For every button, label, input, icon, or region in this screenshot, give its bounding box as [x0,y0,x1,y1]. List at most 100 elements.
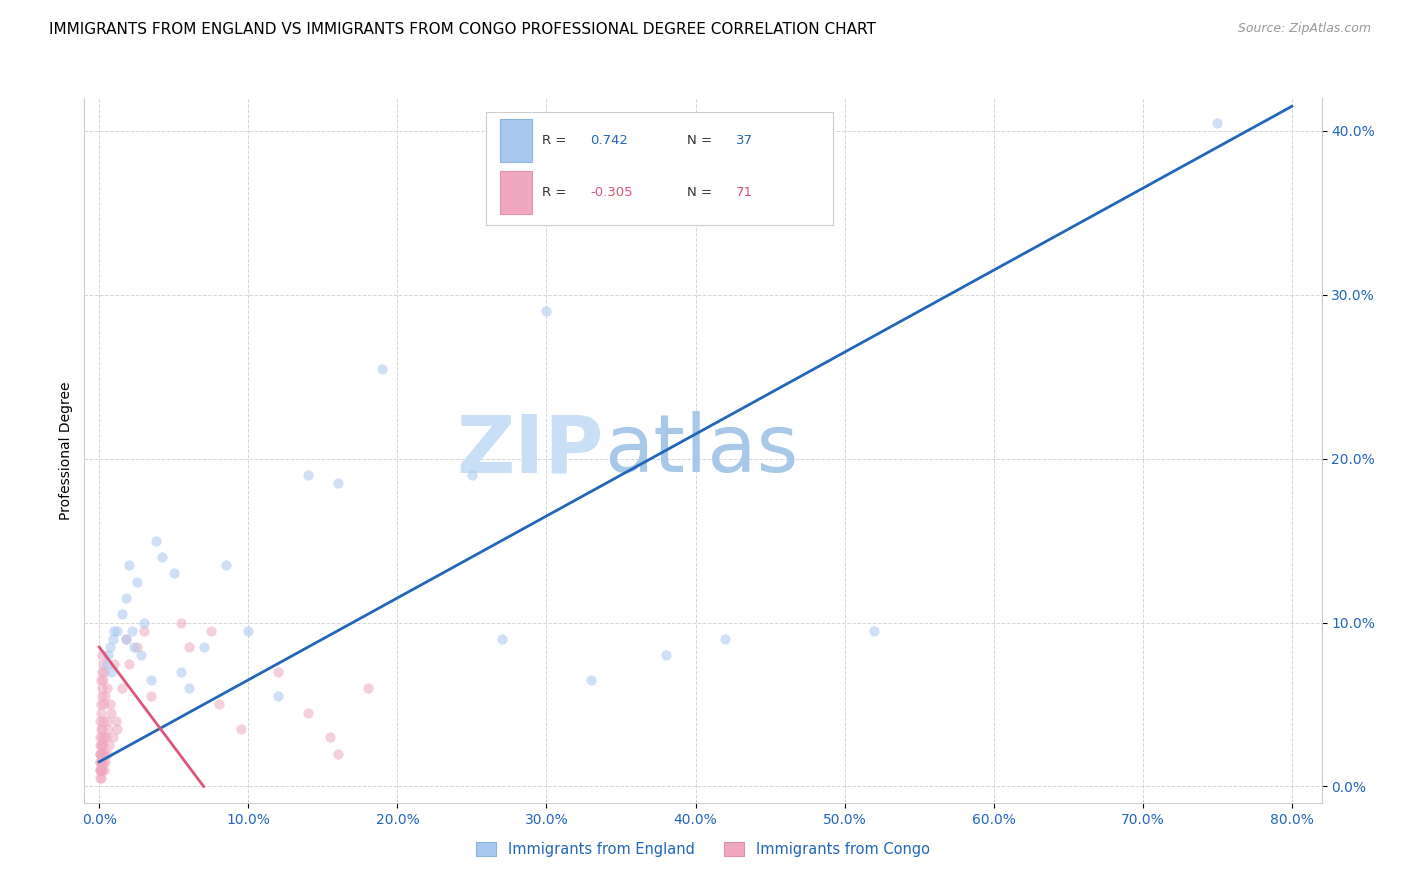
Point [371,361,394,376]
Point [94,755,117,769]
Point [103,624,125,638]
Point [177,640,200,654]
Point [118,657,141,671]
Point [93,739,115,753]
Point [96,657,118,671]
Point [90,763,112,777]
Point [714,632,737,646]
Point [125,640,148,654]
Point [90,771,112,785]
Point [132,615,155,630]
Point [97,739,120,753]
Point [105,722,128,736]
Point [91,755,114,769]
Point [104,714,127,728]
Point [141,673,163,687]
Point [122,640,145,654]
Point [207,698,229,712]
Point [115,632,138,646]
Point [193,640,215,654]
Point [863,624,886,638]
Legend: Immigrants from England, Immigrants from Congo: Immigrants from England, Immigrants from… [470,836,936,863]
Text: atlas: atlas [605,411,799,490]
Point [90,673,112,687]
Point [98,640,121,654]
Point [97,648,120,663]
Point [93,665,115,679]
Point [238,624,260,638]
Point [90,763,112,777]
Point [125,574,148,589]
Point [297,706,319,720]
Point [90,755,112,769]
Point [356,681,378,695]
Point [89,771,111,785]
Point [326,476,349,491]
Point [89,755,111,769]
Point [579,673,602,687]
Point [132,624,155,638]
Point [89,763,111,777]
Point [89,747,111,761]
Point [93,731,115,745]
Point [100,665,122,679]
Point [141,690,163,704]
Point [115,591,138,605]
Point [229,722,252,736]
Point [96,747,118,761]
Point [177,681,200,695]
Point [90,722,112,736]
Text: ZIP: ZIP [457,411,605,490]
Point [89,739,111,753]
Point [89,755,111,769]
Text: Source: ZipAtlas.com: Source: ZipAtlas.com [1237,22,1371,36]
Point [111,681,134,695]
Point [90,706,112,720]
Point [98,698,121,712]
Point [93,763,115,777]
Point [536,304,558,318]
Point [200,624,222,638]
Point [101,632,124,646]
Point [654,648,676,663]
Point [91,657,114,671]
Point [105,624,128,638]
Point [90,665,112,679]
Point [90,690,112,704]
Point [319,731,342,745]
Point [150,549,173,564]
Point [90,747,112,761]
Point [170,665,193,679]
Y-axis label: Professional Degree: Professional Degree [59,381,73,520]
Point [121,624,143,638]
Point [103,657,125,671]
Point [91,722,114,736]
Point [94,731,117,745]
Point [97,722,120,736]
Point [101,731,124,745]
Point [91,648,114,663]
Point [170,615,193,630]
Text: IMMIGRANTS FROM ENGLAND VS IMMIGRANTS FROM CONGO PROFESSIONAL DEGREE CORRELATION: IMMIGRANTS FROM ENGLAND VS IMMIGRANTS FR… [49,22,876,37]
Point [91,763,114,777]
Point [215,558,238,573]
Point [90,731,112,745]
Point [118,558,141,573]
Point [129,648,152,663]
Point [96,681,118,695]
Point [90,739,112,753]
Point [491,632,513,646]
Point [89,714,111,728]
Point [89,731,111,745]
Point [91,714,114,728]
Point [94,690,117,704]
Point [1206,116,1229,130]
Point [267,665,290,679]
Point [100,706,122,720]
Point [93,673,115,687]
Point [163,566,186,581]
Point [115,632,138,646]
Point [111,607,134,622]
Point [461,468,484,483]
Point [297,468,319,483]
